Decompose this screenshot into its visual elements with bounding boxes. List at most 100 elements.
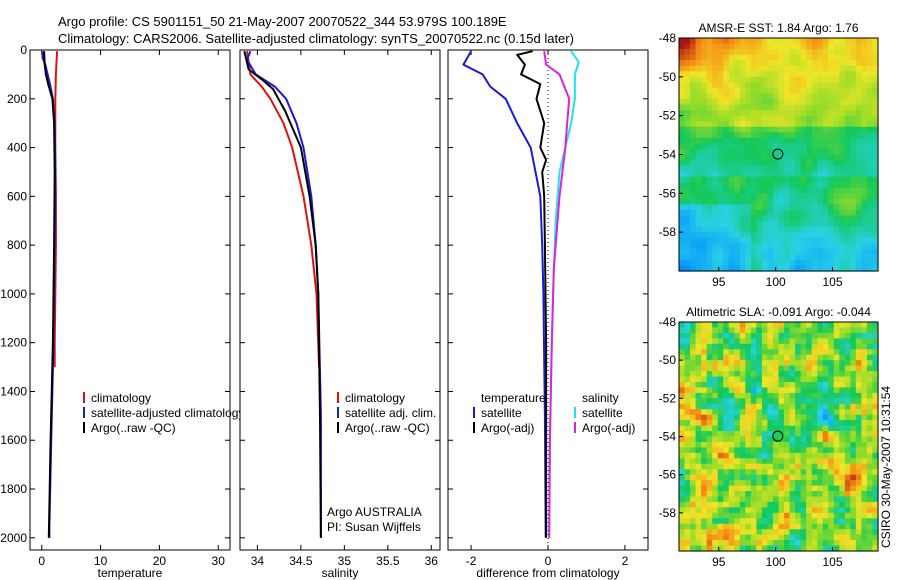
sst_map-cell — [739, 82, 746, 89]
sst_map-cell — [723, 99, 730, 106]
sst_map-cell — [872, 154, 879, 161]
sst_map-cell — [728, 71, 735, 78]
sla_map-cell — [734, 376, 741, 383]
sla_map-cell — [690, 349, 697, 356]
sst_map-cell — [767, 237, 774, 244]
sla_map-cell — [811, 540, 818, 547]
sst_map-cell — [784, 248, 791, 255]
sla_map-cell — [844, 458, 851, 465]
sla_map-cell — [712, 496, 719, 503]
sst_map-cell — [789, 187, 796, 194]
sla_map-cell — [795, 485, 802, 492]
sla_map-cell — [789, 491, 796, 498]
sla_map-cell — [761, 403, 769, 410]
sst_map-cell — [833, 154, 840, 161]
sst_map-cell — [745, 165, 752, 172]
sla_map-cell — [690, 343, 697, 350]
sla_map-cell — [828, 360, 835, 367]
sst_map-cell — [833, 171, 840, 178]
sst_map-cell — [778, 193, 785, 200]
sst_map-cell — [817, 221, 824, 228]
sst_map-cell — [784, 137, 791, 145]
sst_map-cell — [861, 182, 868, 189]
sla_map-cell — [850, 322, 857, 329]
sla_map-cell — [745, 436, 752, 443]
sla_map-cell — [855, 523, 863, 530]
sla_map-cell — [723, 354, 730, 361]
sst_map-cell — [800, 104, 807, 111]
sst_map-cell — [750, 254, 757, 261]
sla_map-cell — [811, 518, 818, 525]
sla_map-cell — [750, 496, 757, 503]
sst_map-cell — [767, 87, 774, 95]
sst_map-cell — [690, 115, 697, 122]
sst_map-cell — [739, 104, 746, 111]
sst_map-cell — [844, 265, 851, 272]
sla_map-cell — [872, 349, 879, 356]
sst_map-cell — [684, 143, 691, 150]
sla_map-cell — [750, 409, 757, 416]
sst_map-cell — [684, 126, 691, 133]
sst_map-cell — [684, 154, 691, 161]
sst_map-cell — [767, 160, 774, 167]
sla_map-cell — [861, 371, 868, 378]
sla_map-cell — [839, 354, 846, 361]
sla_map-cell — [850, 441, 857, 448]
sla_map-cell — [844, 512, 851, 519]
sst_map-cell — [684, 226, 691, 233]
sla_map-cell — [679, 343, 686, 350]
sst_map-cell — [761, 132, 769, 139]
sst_map-cell — [712, 254, 719, 261]
sst_map-cell — [701, 232, 708, 239]
sla_map-cell — [728, 392, 735, 399]
sla_map-cell — [723, 474, 730, 481]
sla_map-cell — [772, 534, 780, 541]
sst_map-cell — [828, 259, 835, 267]
sst_map-cell — [828, 49, 835, 56]
sst_map-cell — [861, 187, 868, 194]
sst_map-cell — [778, 221, 785, 228]
sst_map-cell — [789, 110, 796, 117]
sst_map-cell — [828, 143, 835, 150]
sst_map-cell — [761, 110, 769, 117]
sla_map-cell — [767, 376, 774, 383]
sla_map-cell — [828, 327, 835, 334]
sla_map-cell — [690, 485, 697, 492]
sst_map-cell — [839, 87, 846, 95]
sla_map-cell — [750, 523, 757, 530]
sla_map-cell — [767, 322, 774, 329]
sst_map-cell — [839, 160, 846, 167]
sla_map-cell — [761, 398, 769, 405]
sla_map-cell — [695, 387, 702, 394]
sst_map-cell — [761, 259, 769, 267]
sst_map-cell — [712, 209, 719, 217]
sla_map-cell — [761, 501, 769, 508]
sla_map-cell — [734, 441, 741, 448]
sst_map-cell — [828, 187, 835, 194]
sla_map-cell — [844, 360, 851, 367]
sla_map-cell — [684, 360, 691, 367]
sst_map-cell — [772, 254, 780, 261]
sla_map-cell — [690, 529, 697, 536]
sla_map-cell — [855, 463, 863, 470]
sst_map-cell — [844, 154, 851, 161]
sst_map-cell — [750, 121, 757, 128]
sla_map-cell — [800, 436, 807, 443]
sst_map-cell — [684, 65, 691, 72]
sst_map-cell — [717, 148, 724, 156]
sst_map-cell — [778, 215, 785, 222]
sla_map-cell — [745, 354, 752, 361]
sst_map-cell — [872, 148, 879, 156]
sla_map-cell — [866, 545, 874, 552]
sla_map-cell — [712, 425, 719, 432]
sst_map-cell — [679, 110, 686, 117]
sla_map-cell — [739, 523, 746, 530]
sla_map-cell — [712, 545, 719, 552]
sst_map-cell — [679, 65, 686, 72]
sla_map-cell — [850, 343, 857, 350]
sst_map-cell — [778, 148, 785, 156]
sla_map-cell — [767, 343, 774, 350]
sst_map-cell — [728, 126, 735, 133]
sst_map-cell — [734, 221, 741, 228]
sst_map-cell — [712, 243, 719, 250]
